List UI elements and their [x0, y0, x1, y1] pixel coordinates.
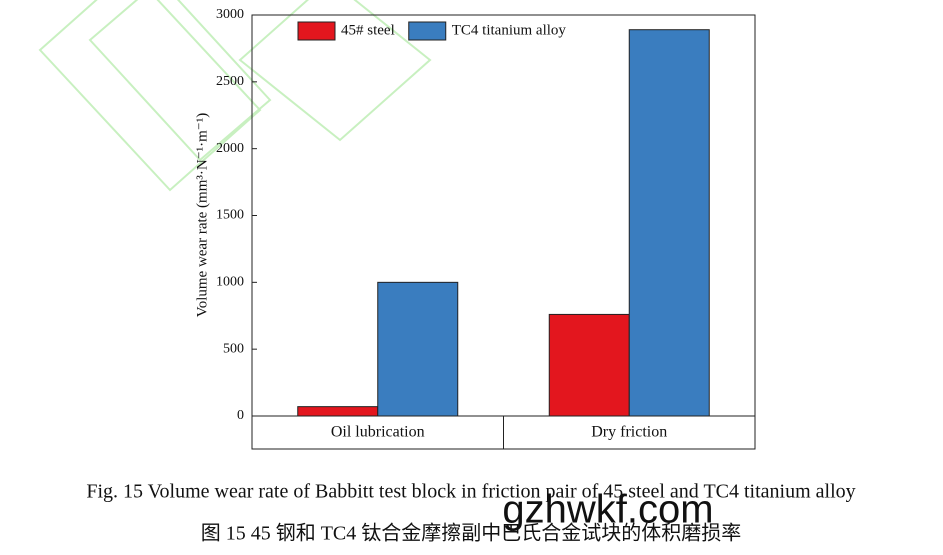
legend-swatch [408, 21, 447, 41]
legend-label: TC4 titanium alloy [452, 22, 567, 38]
y-tick-label: 1000 [216, 275, 244, 290]
legend-swatch [297, 21, 336, 41]
x-tick-label: Oil lubrication [331, 424, 425, 441]
y-tick-label: 1500 [216, 208, 244, 223]
watermark-shapes [38, 0, 432, 192]
caption-en: Fig. 15 Volume wear rate of Babbitt test… [86, 481, 855, 503]
bar [548, 313, 630, 417]
bar [297, 406, 379, 417]
bar [377, 281, 459, 417]
legend-label: 45# steel [341, 22, 395, 38]
bar [628, 29, 710, 417]
y-axis-label: Volume wear rate (mm³·N⁻¹·m⁻¹) [194, 113, 210, 317]
x-tick-label: Dry friction [591, 424, 667, 441]
y-tick-label: 0 [237, 408, 244, 423]
caption-zh: 图 15 45 钢和 TC4 钛合金摩擦副中巴氏合金试块的体积磨损率 [201, 522, 742, 545]
y-tick-label: 2500 [216, 74, 244, 89]
y-tick-label: 2000 [216, 141, 244, 156]
y-tick-label: 3000 [216, 7, 244, 22]
watermark: gzhwkf.com [502, 488, 713, 532]
y-tick-label: 500 [223, 341, 244, 356]
